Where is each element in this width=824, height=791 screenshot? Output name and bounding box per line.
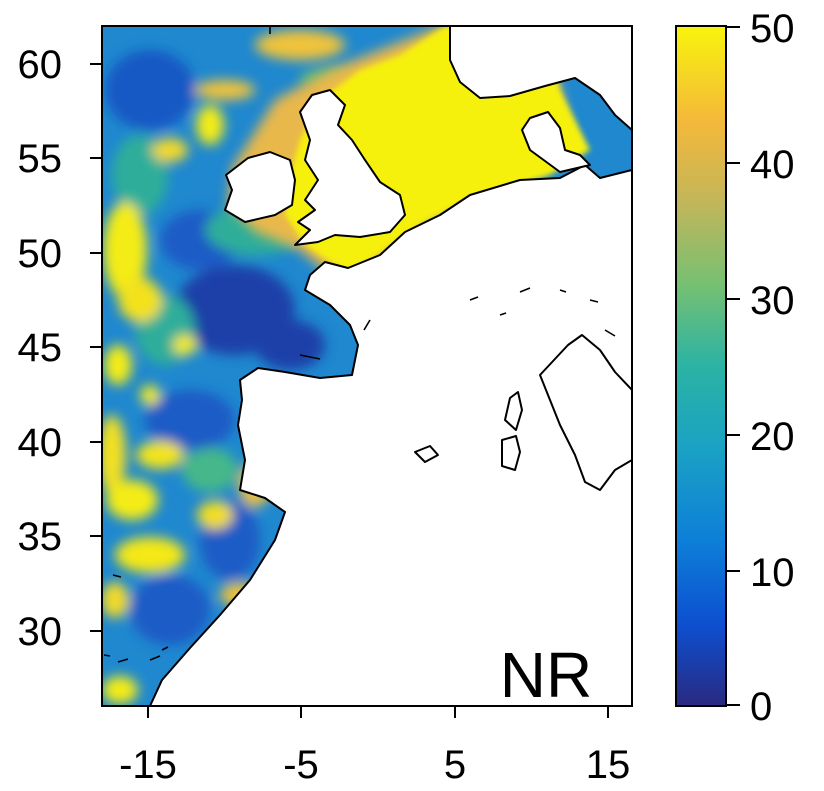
colorbar-ticks xyxy=(726,26,740,706)
y-tick-label: 50 xyxy=(18,232,63,276)
y-tick-label: 60 xyxy=(18,43,63,87)
colorbar-tick-label: 0 xyxy=(750,685,772,729)
denmark xyxy=(521,111,591,173)
y-axis xyxy=(90,63,102,632)
colorbar-tick-label: 40 xyxy=(750,143,795,187)
corsica-sardinia xyxy=(501,391,523,471)
y-tick-label: 55 xyxy=(18,137,63,181)
scandinavia xyxy=(449,26,632,131)
x-axis xyxy=(147,706,609,718)
colorbar-tick-label: 10 xyxy=(750,551,795,595)
ireland xyxy=(224,151,296,223)
y-tick-label: 35 xyxy=(18,515,63,559)
x-tick-label: 5 xyxy=(444,743,466,787)
colorbar-tick-label: 50 xyxy=(750,7,795,51)
y-tick-label: 45 xyxy=(18,326,63,370)
land xyxy=(149,26,632,706)
colorbar-tick-label: 30 xyxy=(750,279,795,323)
colorbar-tick-label: 20 xyxy=(750,415,795,459)
speed-field-texture xyxy=(102,30,360,704)
balearic-islands xyxy=(414,445,439,463)
x-tick-label: -5 xyxy=(283,743,319,787)
y-tick-labels: 60 55 50 45 40 35 30 xyxy=(18,43,63,654)
map-frame xyxy=(101,25,633,707)
y-tick-label: 30 xyxy=(18,610,63,654)
colorbar-gradient xyxy=(675,25,727,707)
y-tick-label: 40 xyxy=(18,421,63,465)
map-panel: NR xyxy=(102,26,632,711)
continental-europe-africa xyxy=(149,164,632,706)
x-tick-labels: -15 -5 5 15 xyxy=(119,743,630,787)
italy xyxy=(539,334,632,491)
x-tick-label: -15 xyxy=(119,743,177,787)
panel-label: NR xyxy=(500,639,592,711)
x-tick-label: 15 xyxy=(586,743,631,787)
great-britain xyxy=(294,89,406,246)
coastline-details xyxy=(103,26,616,663)
colorbar: 50 40 30 20 10 0 xyxy=(675,7,795,729)
